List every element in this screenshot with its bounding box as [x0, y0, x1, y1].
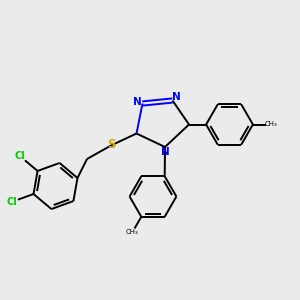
Text: CH₃: CH₃: [265, 122, 277, 128]
Text: Cl: Cl: [14, 151, 25, 161]
Text: N: N: [133, 97, 142, 107]
Text: Cl: Cl: [6, 197, 17, 207]
Text: N: N: [160, 147, 169, 158]
Text: CH₃: CH₃: [126, 230, 139, 236]
Text: N: N: [172, 92, 181, 102]
Text: S: S: [107, 138, 115, 152]
